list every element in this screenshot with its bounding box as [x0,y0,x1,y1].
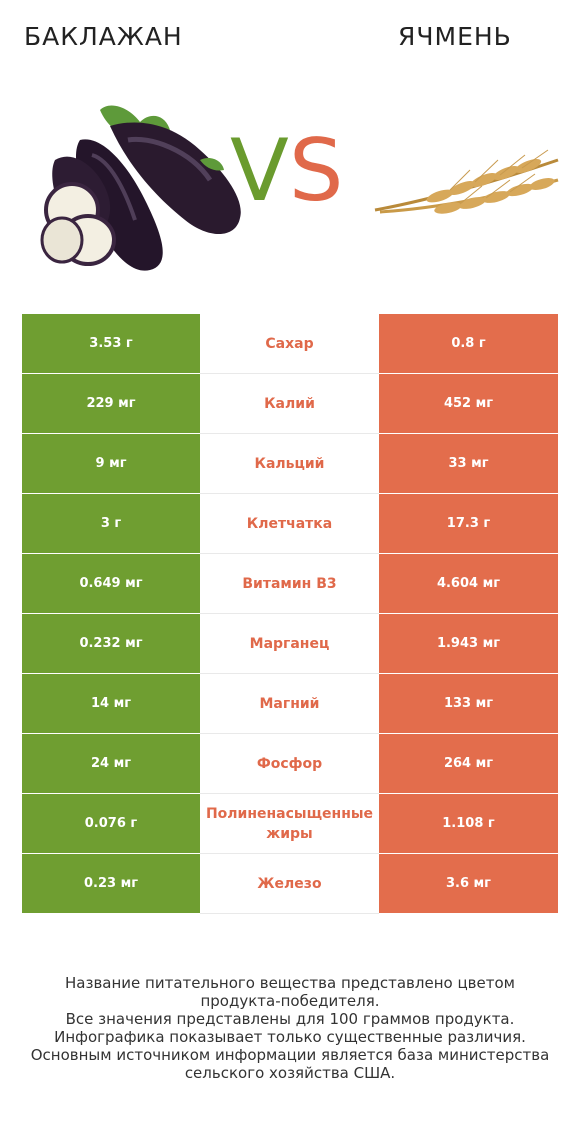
row-divider [200,553,379,554]
table-row: 3.53 г Сахар 0.8 г [22,314,558,374]
row-divider [200,493,379,494]
comparison-table: 3.53 г Сахар 0.8 г 229 мг Калий 452 мг 9 мг Кал… [22,314,558,914]
eggplant-image [40,105,241,271]
row-divider [200,433,379,434]
table-row: 9 мг Кальций 33 мг [22,434,558,494]
row-divider [200,373,379,374]
table-row: 0.649 мг Витамин B3 4.604 мг [22,554,558,614]
right-value-cell: 33 мг [379,434,558,493]
nutrient-label: Полиненасыщенные жиры [205,805,374,842]
table-row: 24 мг Фосфор 264 мг [22,734,558,794]
right-value-cell: 452 мг [379,374,558,433]
left-value-cell: 0.23 мг [22,854,200,913]
right-value-cell: 3.6 мг [379,854,558,913]
nutrient-label: Железо [257,875,322,892]
barley-image [374,149,559,214]
footer-note: Название питательного вещества представл… [20,974,560,1082]
footer-line: Инфографика показывает только существенн… [54,1028,526,1046]
row-divider [200,673,379,674]
nutrient-label: Марганец [249,635,330,652]
right-value-cell: 4.604 мг [379,554,558,613]
left-value-cell: 9 мг [22,434,200,493]
footer-line: Основным источником информации является … [30,1046,550,1064]
table-row: 0.23 мг Железо 3.6 мг [22,854,558,914]
row-divider [200,853,379,854]
table-row: 14 мг Магний 133 мг [22,674,558,734]
row-divider [200,733,379,734]
nutrient-label: Калий [264,395,315,412]
nutrient-label: Клетчатка [246,515,333,532]
left-value-cell: 14 мг [22,674,200,733]
left-value-cell: 0.076 г [22,794,200,853]
table-row: 229 мг Калий 452 мг [22,374,558,434]
table-row: 0.076 г Полиненасыщенные жиры 1.108 г [22,794,558,854]
left-value-cell: 24 мг [22,734,200,793]
right-value-cell: 17.3 г [379,494,558,553]
left-value-cell: 3.53 г [22,314,200,373]
table-row: 3 г Клетчатка 17.3 г [22,494,558,554]
row-divider [200,613,379,614]
row-divider [200,913,379,914]
nutrient-label: Магний [259,695,320,712]
footer-line: продукта-победителя. [200,992,380,1010]
nutrient-label: Витамин B3 [242,575,337,592]
row-divider [200,793,379,794]
nutrient-label: Фосфор [256,755,323,772]
left-value-cell: 0.232 мг [22,614,200,673]
right-value-cell: 133 мг [379,674,558,733]
right-product-title: ЯЧМЕНЬ [398,22,512,51]
vs-label: VS [230,128,343,214]
nutrient-label: Кальций [254,455,325,472]
left-value-cell: 3 г [22,494,200,553]
left-product-title: БАКЛАЖАН [24,22,183,51]
left-value-cell: 0.649 мг [22,554,200,613]
right-value-cell: 1.108 г [379,794,558,853]
left-value-cell: 229 мг [22,374,200,433]
vs-v: V [230,121,289,221]
right-value-cell: 0.8 г [379,314,558,373]
vs-s: S [288,121,344,221]
hero-illustration [40,105,559,271]
right-value-cell: 264 мг [379,734,558,793]
table-row: 0.232 мг Марганец 1.943 мг [22,614,558,674]
right-value-cell: 1.943 мг [379,614,558,673]
footer-line: Все значения представлены для 100 граммо… [65,1010,515,1028]
footer-line: сельского хозяйства США. [184,1064,396,1082]
nutrient-label: Сахар [265,335,314,352]
footer-line: Название питательного вещества представл… [65,974,515,992]
